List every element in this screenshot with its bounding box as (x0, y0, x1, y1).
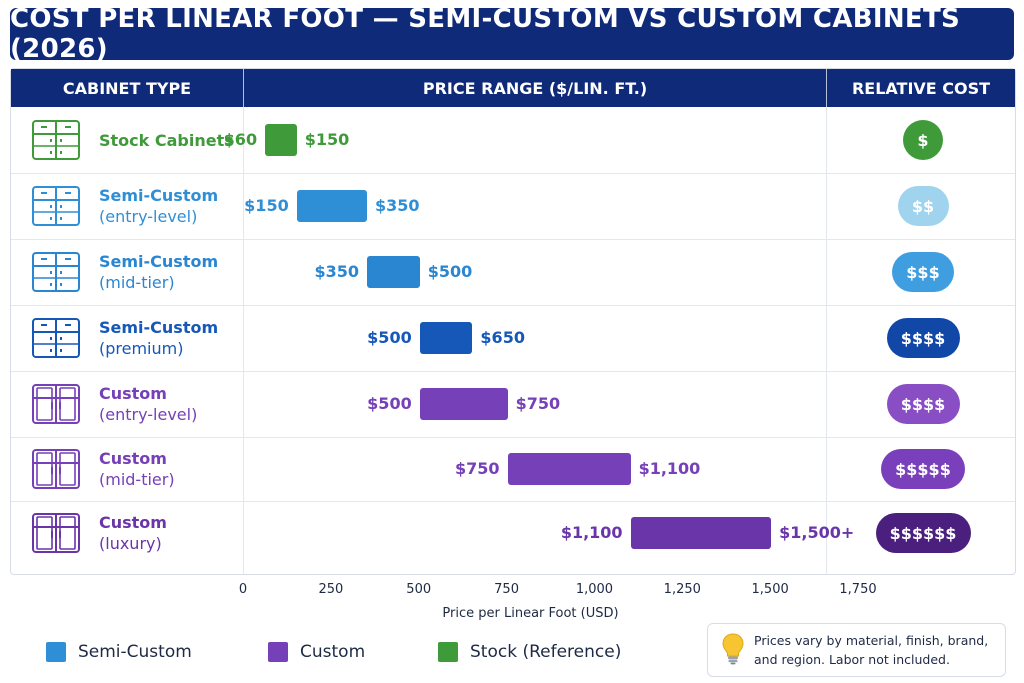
x-tick-label: 1,500 (752, 582, 789, 597)
cabinet-type-tier: (entry-level) (99, 405, 198, 424)
cabinet-type-tier: (mid-tier) (99, 273, 175, 292)
x-tick-label: 1,750 (839, 582, 876, 597)
cabinet-icon (31, 447, 81, 495)
table-row: Custom (luxury) $1,100 $1,500+ $$$$$$ (11, 501, 1015, 565)
chart-title: COST PER LINEAR FOOT — SEMI-CUSTOM VS CU… (10, 4, 1014, 64)
legend-item-stock: Stock (Reference) (438, 641, 621, 663)
cabinet-type-name: Stock Cabinets (99, 130, 234, 150)
cabinet-type-tier: (premium) (99, 339, 184, 358)
table-row: Custom (entry-level) $500 $750 $$$$ (11, 371, 1015, 438)
cabinet-icon (31, 118, 81, 166)
cabinet-type-label: Stock Cabinets (99, 130, 234, 151)
cabinet-type-label: Custom (luxury) (99, 512, 167, 554)
cabinet-type-name: Semi-Custom (99, 318, 219, 337)
legend-swatch-semi-custom (46, 642, 66, 662)
cabinet-icon (31, 382, 81, 430)
relative-cost-badge: $$$$$$ (875, 513, 971, 553)
x-tick-label: 0 (239, 582, 247, 597)
range-high-label: $150 (304, 130, 350, 149)
x-tick-label: 250 (318, 582, 343, 597)
legend-label-custom: Custom (300, 642, 366, 662)
relative-cost-badge: $$$$ (886, 384, 960, 424)
comparison-table: CABINET TYPE PRICE RANGE ($/LIN. FT.) RE… (10, 68, 1016, 575)
cabinet-type-tier: (luxury) (99, 534, 162, 553)
table-header: CABINET TYPE PRICE RANGE ($/LIN. FT.) RE… (11, 69, 1015, 107)
table-row: Semi-Custom (entry-level) $150 $350 $$ (11, 173, 1015, 240)
x-tick-label: 750 (494, 582, 519, 597)
range-bar (419, 322, 473, 354)
range-low-label: $500 (367, 394, 412, 413)
cabinet-icon (31, 316, 81, 364)
range-high-label: $1,100 (638, 459, 701, 478)
range-low-label: $750 (455, 459, 500, 478)
x-tick-label: 1,250 (664, 582, 701, 597)
x-axis-label: Price per Linear Foot (USD) (442, 606, 618, 621)
header-cabinet-type: CABINET TYPE (62, 78, 192, 98)
table-row: Custom (mid-tier) $750 $1,100 $$$$$ (11, 437, 1015, 502)
cabinet-type-label: Semi-Custom (entry-level) (99, 185, 218, 227)
cabinet-icon (31, 511, 81, 559)
range-high-label: $500 (427, 262, 473, 281)
cabinet-type-name: Custom (99, 449, 167, 468)
header-relative-cost: RELATIVE COST (851, 78, 991, 98)
cabinet-type-name: Custom (99, 384, 167, 403)
relative-cost-badge: $$ (897, 186, 949, 226)
cabinet-type-tier: (entry-level) (99, 207, 198, 226)
cabinet-type-label: Semi-Custom (mid-tier) (99, 251, 218, 293)
x-tick-label: 1,000 (576, 582, 613, 597)
range-low-label: $60 (223, 130, 258, 149)
table-row: Semi-Custom (premium) $500 $650 $$$$ (11, 305, 1015, 372)
range-bar (367, 256, 420, 288)
legend-item-semi-custom: Semi-Custom (46, 641, 192, 663)
cabinet-type-label: Custom (mid-tier) (99, 448, 175, 490)
cabinet-type-name: Semi-Custom (99, 252, 219, 271)
cabinet-type-label: Semi-Custom (premium) (99, 317, 218, 359)
range-low-label: $1,100 (560, 523, 623, 542)
relative-cost-badge: $ (903, 120, 943, 160)
range-low-label: $350 (314, 262, 359, 281)
header-price-range: PRICE RANGE ($/LIN. FT.) (422, 78, 648, 98)
cabinet-type-name: Custom (99, 513, 167, 532)
cabinet-icon (31, 250, 81, 298)
range-bar (296, 190, 367, 222)
range-bar (507, 453, 631, 485)
range-high-label: $750 (515, 394, 561, 413)
range-bar (419, 388, 508, 420)
legend-label-stock: Stock (Reference) (470, 642, 622, 662)
range-high-label: $650 (480, 328, 525, 347)
legend-swatch-custom (268, 642, 288, 662)
range-high-label: $350 (375, 196, 420, 215)
range-bar (630, 517, 772, 549)
legend-label-semi-custom: Semi-Custom (78, 642, 192, 662)
range-bar (265, 124, 297, 156)
legend-item-custom: Custom (268, 641, 365, 663)
lightbulb-icon (722, 633, 744, 669)
range-low-label: $150 (244, 196, 289, 215)
range-low-label: $500 (367, 328, 412, 347)
cabinet-type-label: Custom (entry-level) (99, 383, 197, 425)
note-text: Prices vary by material, finish, brand, … (754, 633, 989, 667)
cabinet-type-name: Semi-Custom (99, 186, 219, 205)
cabinet-type-tier: (mid-tier) (99, 470, 175, 489)
range-high-label: $1,500+ (779, 523, 855, 542)
relative-cost-badge: $$$$$ (881, 449, 965, 489)
x-tick-label: 500 (406, 582, 431, 597)
relative-cost-badge: $$$ (892, 252, 954, 292)
cabinet-icon (31, 184, 81, 232)
legend-swatch-stock (438, 642, 458, 662)
table-row: Stock Cabinets $60 $150 $ (11, 107, 1015, 174)
pricing-note: Prices vary by material, finish, brand, … (707, 623, 1006, 677)
relative-cost-badge: $$$$ (886, 318, 960, 358)
table-row: Semi-Custom (mid-tier) $350 $500 $$$ (11, 239, 1015, 306)
